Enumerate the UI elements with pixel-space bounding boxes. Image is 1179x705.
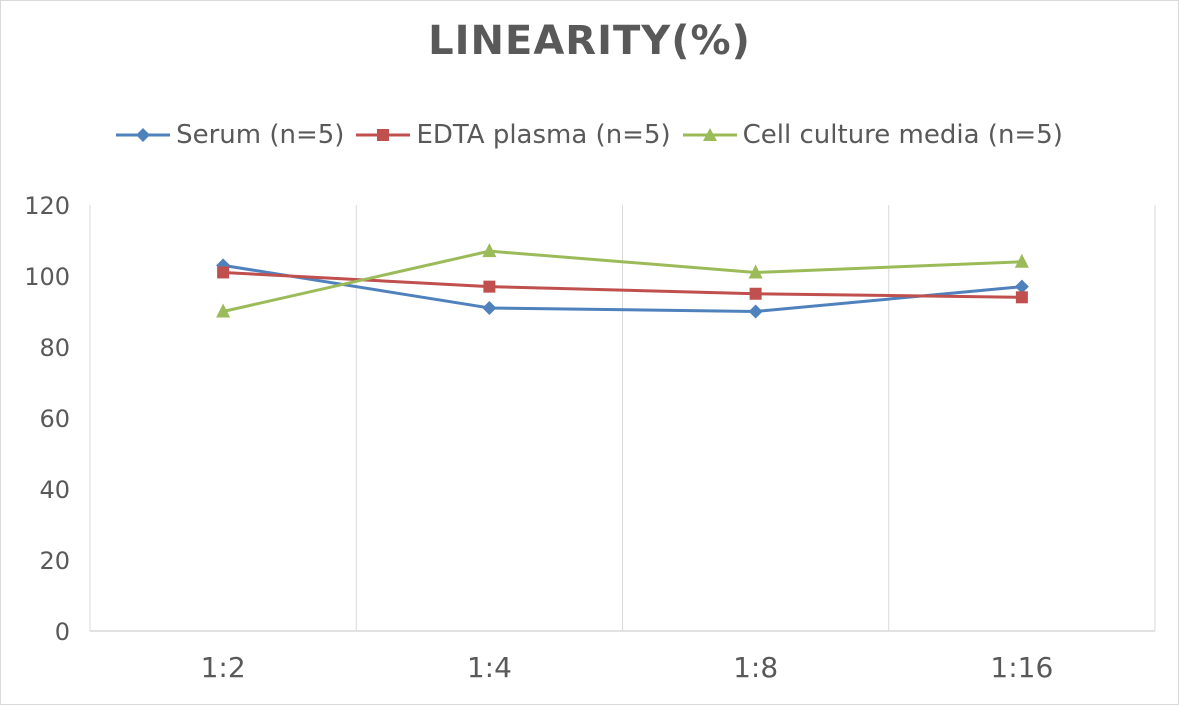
x-tick-label: 1:16 — [990, 651, 1053, 684]
legend-item-serum: Serum (n=5) — [116, 120, 344, 150]
y-tick-label: 40 — [39, 476, 70, 504]
y-tick-label: 0 — [55, 618, 70, 646]
chart-title: LINEARITY(%) — [428, 18, 751, 64]
data-point-cell-culture-media — [1014, 253, 1029, 268]
data-point-serum — [748, 304, 763, 319]
y-tick-label: 100 — [24, 263, 70, 291]
legend-marker-edta-plasma — [356, 129, 411, 141]
series-line-serum — [222, 263, 1023, 313]
data-point-edta-plasma — [217, 266, 230, 279]
x-tick-label: 1:2 — [201, 651, 246, 684]
data-point-edta-plasma — [1015, 291, 1028, 304]
x-tick-label: 1:4 — [467, 651, 512, 684]
data-point-serum — [482, 300, 497, 315]
y-tick-label: 80 — [39, 334, 70, 362]
y-tick-label: 20 — [39, 547, 70, 575]
legend-marker-cell-culture-media — [682, 128, 737, 141]
data-point-cell-culture-media — [482, 243, 497, 258]
y-tick-label: 60 — [39, 405, 70, 433]
data-point-cell-culture-media — [748, 264, 763, 279]
series-line-edta-plasma — [223, 270, 1022, 299]
y-tick-label: 120 — [24, 192, 70, 220]
series-line-cell-culture-media — [222, 249, 1022, 313]
legend-marker-serum — [116, 128, 171, 142]
data-point-cell-culture-media — [216, 303, 231, 318]
legend: Serum (n=5) EDTA plasma (n=5) Cell cultu… — [0, 120, 1179, 150]
legend-label-edta-plasma: EDTA plasma (n=5) — [416, 120, 671, 150]
data-point-edta-plasma — [483, 280, 496, 293]
legend-item-edta-plasma: EDTA plasma (n=5) — [356, 120, 671, 150]
data-point-edta-plasma — [749, 287, 762, 300]
x-tick-label: 1:8 — [733, 651, 778, 684]
legend-label-serum: Serum (n=5) — [176, 120, 345, 150]
data-point-serum — [1014, 279, 1029, 294]
legend-item-cell-culture-media: Cell culture media (n=5) — [682, 120, 1063, 150]
legend-label-cell-culture-media: Cell culture media (n=5) — [742, 120, 1063, 150]
